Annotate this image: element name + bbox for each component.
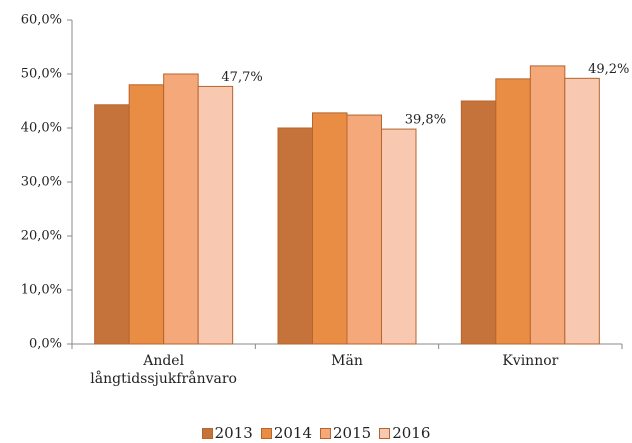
y-tick-label: 60,0%: [21, 13, 62, 28]
legend-item: 2014: [260, 424, 312, 442]
legend: 2013 2014 2015 2016: [0, 424, 632, 442]
legend-label: 2014: [273, 424, 312, 442]
y-tick-label: 50,0%: [21, 67, 62, 82]
y-tick-label: 30,0%: [21, 175, 62, 190]
bar: [277, 127, 313, 345]
legend-item: 2013: [201, 424, 253, 442]
legend-label: 2016: [392, 424, 431, 442]
bar: [94, 104, 130, 345]
legend-swatch: [320, 427, 331, 439]
bar: [381, 128, 417, 345]
x-tick-label: Andel långtidssjukfrånvaro: [90, 353, 237, 387]
x-tick-label: Kvinnor: [502, 353, 559, 369]
bar: [529, 65, 566, 345]
y-tick-label: 40,0%: [21, 121, 62, 136]
bar: [564, 77, 600, 345]
data-label: 49,2%: [588, 62, 629, 77]
bar: [163, 73, 199, 345]
legend-swatch: [260, 427, 272, 439]
legend-label: 2015: [333, 424, 372, 442]
bar: [197, 85, 234, 345]
bar: [128, 84, 165, 345]
bar: [495, 78, 531, 345]
data-label: 39,8%: [405, 113, 446, 128]
y-tick-label: 0,0%: [29, 337, 62, 352]
legend-label: 2013: [214, 424, 253, 442]
legend-item: 2016: [379, 424, 430, 442]
y-tick-label: 10,0%: [21, 283, 62, 298]
data-label: 47,7%: [221, 70, 262, 85]
bar: [346, 114, 382, 345]
x-tick-label: Män: [331, 353, 363, 369]
bar: [460, 100, 497, 345]
y-tick-label: 20,0%: [21, 229, 62, 244]
legend-swatch: [201, 427, 213, 439]
bar: [312, 112, 348, 345]
legend-swatch: [379, 427, 391, 439]
legend-item: 2015: [320, 424, 371, 442]
